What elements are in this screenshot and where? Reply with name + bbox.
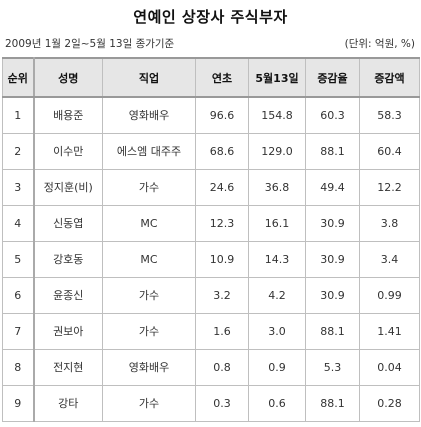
cell-name: 배용준 <box>33 96 103 134</box>
header-start-of-year: 연초 <box>195 57 249 98</box>
cell-change-rate: 88.1 <box>305 384 360 422</box>
cell-name: 이수만 <box>33 132 103 170</box>
cell-may-13: 14.3 <box>248 240 306 278</box>
cell-start-of-year: 10.9 <box>195 240 249 278</box>
page-title: 연예인 상장사 주식부자 <box>133 8 288 26</box>
cell-change-rate: 30.9 <box>305 276 360 314</box>
cell-name: 강호동 <box>33 240 103 278</box>
cell-occupation: 가수 <box>102 168 196 206</box>
header-change-rate: 증감율 <box>305 57 360 98</box>
header-occupation: 직업 <box>102 57 196 98</box>
table-row: 4 신동엽 MC 12.3 16.1 30.9 3.8 <box>2 204 420 242</box>
cell-occupation: 가수 <box>102 384 196 422</box>
cell-change-rate: 88.1 <box>305 312 360 350</box>
header-rank: 순위 <box>2 57 35 98</box>
cell-rank: 2 <box>2 132 35 170</box>
cell-start-of-year: 12.3 <box>195 204 249 242</box>
cell-may-13: 16.1 <box>248 204 306 242</box>
cell-occupation: 가수 <box>102 276 196 314</box>
cell-start-of-year: 0.3 <box>195 384 249 422</box>
cell-occupation: 에스엠 대주주 <box>102 132 196 170</box>
period-note: 2009년 1월 2일~5월 13일 종가기준 <box>5 38 175 50</box>
cell-change-amount: 12.2 <box>359 168 420 206</box>
cell-start-of-year: 68.6 <box>195 132 249 170</box>
stock-table: 순위 성명 직업 연초 5월13일 증감율 증감액 1 배용준 영화배우 96.6 15… <box>2 57 420 422</box>
cell-start-of-year: 1.6 <box>195 312 249 350</box>
cell-may-13: 3.0 <box>248 312 306 350</box>
cell-name: 신동엽 <box>33 204 103 242</box>
cell-may-13: 36.8 <box>248 168 306 206</box>
cell-occupation: 영화배우 <box>102 96 196 134</box>
cell-change-rate: 30.9 <box>305 204 360 242</box>
cell-change-rate: 5.3 <box>305 348 360 386</box>
header-may-13: 5월13일 <box>248 57 306 98</box>
table-row: 5 강호동 MC 10.9 14.3 30.9 3.4 <box>2 240 420 278</box>
cell-change-amount: 3.4 <box>359 240 420 278</box>
table-row: 3 정지훈(비) 가수 24.6 36.8 49.4 12.2 <box>2 168 420 206</box>
cell-name: 정지훈(비) <box>33 168 103 206</box>
cell-name: 강타 <box>33 384 103 422</box>
cell-change-rate: 49.4 <box>305 168 360 206</box>
cell-rank: 4 <box>2 204 35 242</box>
cell-change-amount: 3.8 <box>359 204 420 242</box>
cell-start-of-year: 0.8 <box>195 348 249 386</box>
table-row: 8 전지현 영화배우 0.8 0.9 5.3 0.04 <box>2 348 420 386</box>
header-change-amount: 증감액 <box>359 57 420 98</box>
cell-change-amount: 1.41 <box>359 312 420 350</box>
cell-change-amount: 0.04 <box>359 348 420 386</box>
cell-rank: 6 <box>2 276 35 314</box>
cell-change-amount: 0.28 <box>359 384 420 422</box>
cell-occupation: MC <box>102 204 196 242</box>
cell-may-13: 154.8 <box>248 96 306 134</box>
table-row: 6 윤종신 가수 3.2 4.2 30.9 0.99 <box>2 276 420 314</box>
cell-change-rate: 30.9 <box>305 240 360 278</box>
cell-change-amount: 60.4 <box>359 132 420 170</box>
cell-change-rate: 88.1 <box>305 132 360 170</box>
unit-note: (단위: 억원, %) <box>344 38 415 50</box>
cell-change-amount: 58.3 <box>359 96 420 134</box>
table-row: 7 권보아 가수 1.6 3.0 88.1 1.41 <box>2 312 420 350</box>
cell-change-amount: 0.99 <box>359 276 420 314</box>
table-row: 2 이수만 에스엠 대주주 68.6 129.0 88.1 60.4 <box>2 132 420 170</box>
cell-occupation: 영화배우 <box>102 348 196 386</box>
cell-rank: 3 <box>2 168 35 206</box>
cell-rank: 7 <box>2 312 35 350</box>
cell-may-13: 129.0 <box>248 132 306 170</box>
table-row: 1 배용준 영화배우 96.6 154.8 60.3 58.3 <box>2 96 420 134</box>
cell-name: 윤종신 <box>33 276 103 314</box>
table-header-row: 순위 성명 직업 연초 5월13일 증감율 증감액 <box>2 57 420 98</box>
cell-change-rate: 60.3 <box>305 96 360 134</box>
cell-occupation: 가수 <box>102 312 196 350</box>
cell-rank: 1 <box>2 96 35 134</box>
cell-occupation: MC <box>102 240 196 278</box>
table-row: 9 강타 가수 0.3 0.6 88.1 0.28 <box>2 384 420 422</box>
header-name: 성명 <box>33 57 103 98</box>
cell-start-of-year: 3.2 <box>195 276 249 314</box>
cell-name: 전지현 <box>33 348 103 386</box>
cell-rank: 8 <box>2 348 35 386</box>
cell-may-13: 4.2 <box>248 276 306 314</box>
cell-rank: 5 <box>2 240 35 278</box>
cell-rank: 9 <box>2 384 35 422</box>
cell-may-13: 0.9 <box>248 348 306 386</box>
cell-start-of-year: 96.6 <box>195 96 249 134</box>
cell-start-of-year: 24.6 <box>195 168 249 206</box>
cell-name: 권보아 <box>33 312 103 350</box>
cell-may-13: 0.6 <box>248 384 306 422</box>
